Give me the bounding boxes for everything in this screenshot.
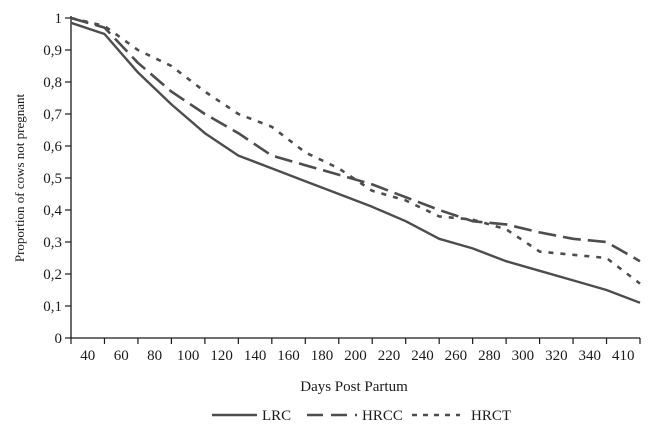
y-tick-label: 0 xyxy=(55,331,63,347)
x-tick-label: 140 xyxy=(244,348,267,364)
x-tick-label: 280 xyxy=(478,348,501,364)
x-tick-label: 200 xyxy=(344,348,367,364)
x-tick-label: 240 xyxy=(411,348,434,364)
x-tick-label: 40 xyxy=(80,348,95,364)
x-tick-label: 340 xyxy=(579,348,602,364)
x-tick-label: 120 xyxy=(210,348,233,364)
x-axis-title: Days Post Partum xyxy=(300,379,408,395)
legend-label-lrc: LRC xyxy=(262,408,291,424)
x-tick-label: 160 xyxy=(277,348,300,364)
y-tick-label: 0,2 xyxy=(43,267,62,283)
x-tick-label: 260 xyxy=(445,348,468,364)
y-tick-label: 0,1 xyxy=(43,299,62,315)
x-tick-label: 180 xyxy=(311,348,334,364)
series-line-lrc xyxy=(70,21,641,304)
y-tick-label: 0,3 xyxy=(43,235,62,251)
x-tick-label: 80 xyxy=(147,348,162,364)
x-tick-label: 100 xyxy=(177,348,200,364)
series-lines xyxy=(70,16,641,304)
y-tick-label: 0,9 xyxy=(43,43,62,59)
y-tick-label: 0,8 xyxy=(43,75,62,91)
x-tick-label: 60 xyxy=(114,348,129,364)
legend-label-hrcc: HRCC xyxy=(362,408,403,424)
legend: LRC HRCC HRCT xyxy=(212,408,511,424)
x-tick-label: 300 xyxy=(512,348,535,364)
y-tick-label: 0,6 xyxy=(43,139,62,155)
x-ticks: 40 60 80 100 120 140 160 180 200 220 240 260 280 300 3… xyxy=(70,338,641,364)
y-tick-label: 0,4 xyxy=(43,203,62,219)
x-tick-label: 220 xyxy=(378,348,401,364)
y-ticks: 0 0,1 0,2 0,3 0,4 0,5 0,6 0,7 0,8 0,9 1 xyxy=(43,11,71,347)
y-tick-label: 0,7 xyxy=(43,107,62,123)
x-tick-label: 410 xyxy=(612,348,635,364)
x-tick-label: 320 xyxy=(545,348,568,364)
series-line-hrcc xyxy=(70,16,641,263)
legend-label-hrct: HRCT xyxy=(471,408,511,424)
series-line-hrct xyxy=(70,16,641,285)
axes xyxy=(70,16,640,339)
y-tick-label: 1 xyxy=(55,11,63,27)
y-axis-title: Proportion of cows not pregnant xyxy=(12,93,27,262)
y-tick-label: 0,5 xyxy=(43,171,62,187)
